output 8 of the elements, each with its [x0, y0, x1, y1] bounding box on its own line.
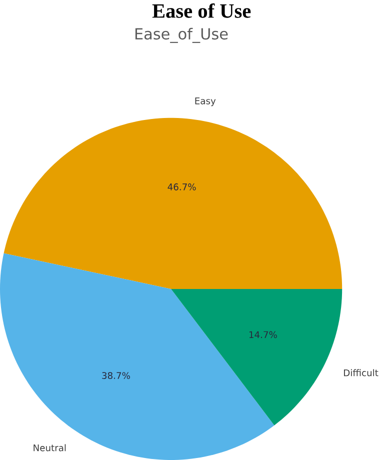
slice-label: Difficult — [344, 369, 378, 376]
slice-label: Neutral — [34, 444, 66, 452]
chart-subtitle: Ease_of_Use — [136, 28, 228, 43]
chart-title: Ease of Use — [152, 3, 251, 18]
data-label: 38.7% — [102, 372, 130, 380]
slice-label: Easy — [195, 98, 216, 106]
data-label: 14.7% — [250, 331, 278, 338]
data-label: 46.7% — [168, 183, 196, 190]
